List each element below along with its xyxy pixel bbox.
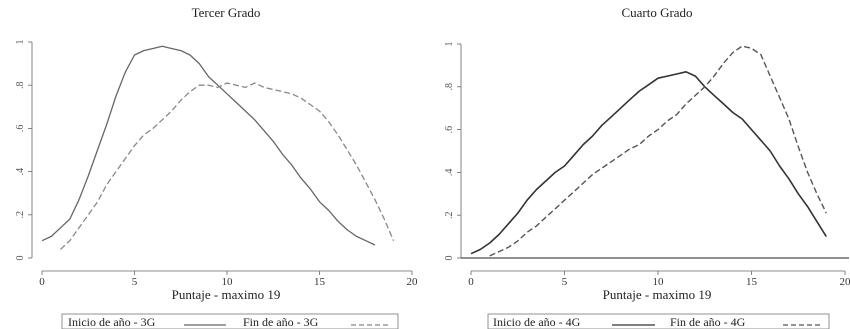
legend-label: Fin de año - 4G (670, 315, 746, 329)
chart-tercer-grado: Tercer Grado Puntaje - maximo 19 0 5 10 15 2… (15, 5, 419, 329)
y-tick-label: .6 (444, 126, 455, 134)
y-tick-label: .4 (15, 168, 26, 176)
series-line-fin (489, 45, 827, 257)
x-tick-label: 20 (407, 276, 419, 288)
y-tick-label: .4 (444, 169, 455, 177)
x-tick-label: 0 (39, 276, 45, 288)
x-tick-label: 15 (746, 276, 758, 288)
legend-box (487, 313, 830, 329)
series-line-inicio (41, 45, 376, 246)
x-tick-label: 10 (653, 276, 665, 288)
x-tick-label: 5 (132, 276, 138, 288)
x-tick-label: 15 (314, 276, 326, 288)
y-tick-label: 0 (444, 256, 455, 261)
legend-label: Fin de año - 3G (243, 315, 319, 329)
y-tick-label: .2 (15, 211, 26, 219)
legend-label: Inicio de año - 3G (68, 315, 156, 329)
chart-cuarto-grado: Cuarto Grado Puntaje - maximo 19 0 5 10 15 2… (444, 5, 850, 329)
y-tick-label: 1 (444, 42, 455, 47)
series-line-fin (60, 82, 395, 250)
x-tick-label: 10 (222, 276, 234, 288)
chart-title: Cuarto Grado (621, 5, 692, 20)
x-tick-label: 5 (562, 276, 568, 288)
chart-title: Tercer Grado (192, 5, 261, 20)
x-axis-label: Puntaje - maximo 19 (603, 287, 712, 302)
x-tick-label: 0 (468, 276, 474, 288)
y-tick-label: .8 (15, 81, 26, 89)
y-tick-label: .2 (444, 211, 455, 219)
y-tick-label: .8 (444, 83, 455, 91)
y-tick-label: 1 (15, 40, 26, 45)
legend-label: Inicio de año - 4G (493, 315, 581, 329)
y-tick-label: 0 (15, 256, 26, 261)
series-line-inicio (470, 71, 827, 255)
legend-box (61, 313, 399, 329)
x-tick-label: 20 (840, 276, 850, 288)
y-tick-label: .6 (15, 125, 26, 133)
x-axis-label: Puntaje - maximo 19 (172, 287, 281, 302)
chart-panel-tercer-grado: Tercer Grado Puntaje - maximo 19 0 5 10 15 2… (15, 5, 419, 329)
chart-panel-cuarto-grado: Cuarto Grado Puntaje - maximo 19 0 5 10 15 2… (425, 0, 850, 329)
